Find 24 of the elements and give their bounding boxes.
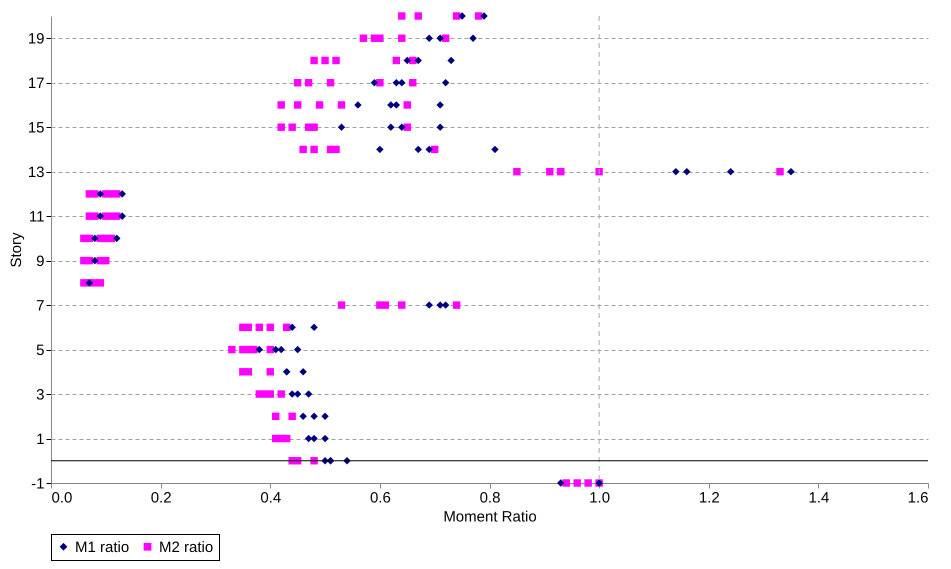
x-tick-label: 0.8 [480,490,500,506]
x-tick-label: 1.0 [589,490,610,506]
y-tick-label: 9 [36,253,44,270]
x-axis-title: Moment Ratio [443,508,537,526]
x-tick-label: 1.6 [908,490,928,506]
legend-label: M2 ratio [159,538,214,556]
y-axis-title: Story [8,232,25,268]
x-tick-label: 1.4 [808,490,830,506]
y-tick-label: 13 [28,164,44,182]
x-tick-label: 0.2 [150,490,172,506]
y-tick-label: 1 [36,431,44,448]
y-tick-label: -1 [31,476,44,492]
y-tick-label: 5 [36,342,44,360]
y-tick-label: 3 [36,386,44,404]
y-tick-label: 19 [28,30,44,48]
y-tick-label: 17 [28,75,44,92]
x-tick-label: 0.0 [52,490,72,506]
y-tick-label: 15 [28,120,44,137]
x-tick-label: 0.6 [370,490,391,506]
y-tick-label: 7 [36,298,44,315]
x-tick-label: 1.2 [698,490,720,506]
x-tick-label: 0.4 [260,490,282,506]
y-tick-label: 11 [28,208,44,226]
legend-label: M1 ratio [75,538,130,556]
